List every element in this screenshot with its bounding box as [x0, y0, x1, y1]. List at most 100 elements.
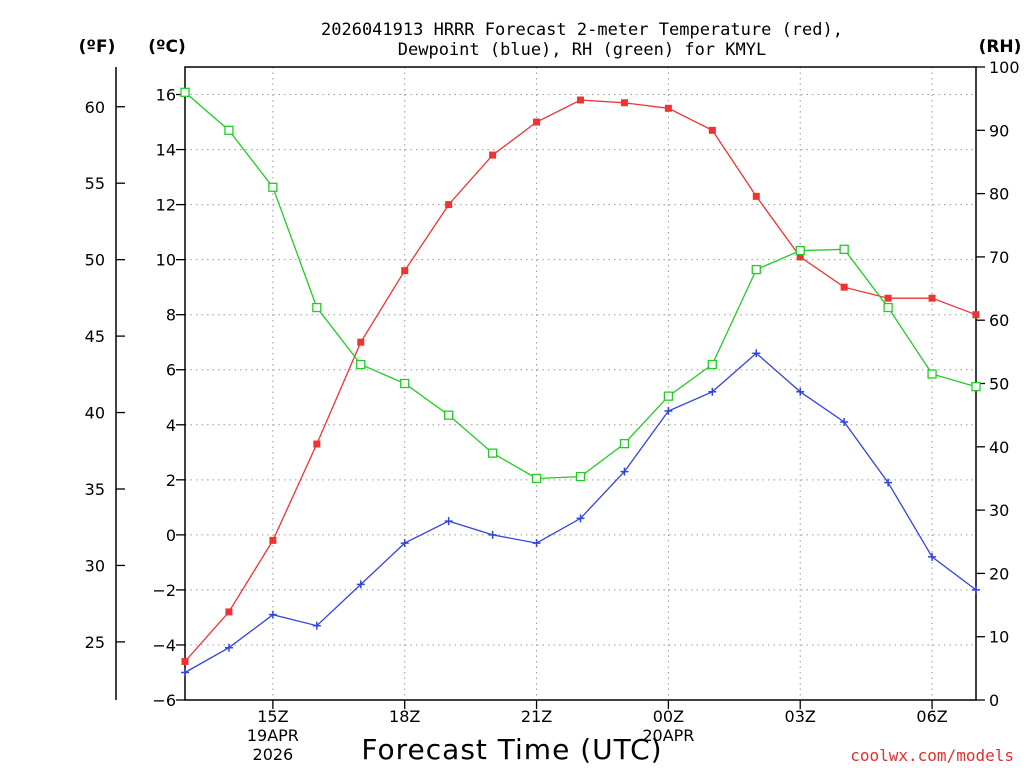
dewpoint-point — [181, 668, 189, 677]
rh-tick-label: 0 — [989, 691, 999, 710]
rh-tick-label: 70 — [989, 248, 1009, 267]
2-meter-temperature-point — [269, 536, 277, 544]
rh-point — [356, 359, 366, 370]
rh-tick-label: 50 — [989, 375, 1009, 394]
time-tick-label: 15Z — [257, 707, 288, 726]
2-meter-temperature-point — [489, 151, 497, 159]
celsius-tick-label: 12 — [156, 196, 176, 215]
dewpoint-point — [708, 387, 717, 396]
time-tick-label: 20APR — [642, 726, 694, 745]
dewpoint-point — [752, 349, 761, 358]
fahrenheit-unit-label: (ºF) — [79, 37, 116, 57]
celsius-tick-label: −4 — [152, 636, 176, 655]
celsius-tick-label: 8 — [166, 306, 176, 325]
rh-point — [531, 473, 542, 484]
data-series — [180, 87, 981, 677]
dewpoint-line — [184, 352, 977, 674]
rh-point — [839, 244, 849, 254]
fahrenheit-tick-label: 45 — [85, 327, 105, 346]
credit-text: coolwx.com/models — [850, 746, 1014, 765]
dewpoint-point — [268, 610, 277, 619]
celsius-tick-label: 0 — [166, 526, 176, 545]
rh-axis-ticks: 0 10 20 30 40 50 60 70 80 90 100 — [976, 58, 1020, 710]
rh-point — [224, 125, 234, 135]
dewpoint-point — [444, 517, 453, 526]
2-meter-temperature-point — [664, 104, 672, 112]
2-meter-temperature-point — [577, 96, 584, 104]
rh-point — [487, 448, 498, 458]
fahrenheit-tick-label: 25 — [85, 633, 105, 652]
dewpoint-point — [532, 539, 541, 548]
fahrenheit-tick-label: 35 — [85, 480, 105, 499]
2-meter-temperature-point — [928, 294, 936, 302]
rh-tick-label: 80 — [989, 185, 1009, 204]
chart-title-line-2: Dewpoint (blue), RH (green) for KMYL — [398, 40, 766, 60]
fahrenheit-axis-ticks: 25 30 35 40 45 50 55 60 — [85, 98, 125, 652]
dewpoint-point — [356, 580, 365, 589]
2-meter-temperature-point — [708, 126, 716, 134]
rh-point — [180, 87, 190, 97]
dewpoint-point — [224, 643, 233, 652]
rh-point — [444, 410, 454, 420]
2-meter-temperature-point — [445, 201, 453, 209]
dewpoint-point — [576, 514, 585, 523]
celsius-unit-label: (ºC) — [148, 37, 186, 57]
2-meter-temperature-point — [401, 267, 409, 275]
rh-line — [184, 91, 977, 480]
celsius-tick-label: −6 — [152, 691, 176, 710]
rh-point — [312, 302, 322, 313]
rh-point — [795, 245, 805, 256]
dewpoint-point — [796, 387, 805, 396]
rh-point — [575, 471, 586, 482]
2-meter-temperature-point — [796, 253, 804, 261]
2-meter-temperature-point — [972, 311, 980, 319]
rh-tick-label: 90 — [989, 121, 1009, 140]
2-meter-temperature-line — [184, 99, 977, 662]
time-tick-label: 2026 — [253, 745, 294, 764]
2-meter-temperature-point — [357, 338, 365, 346]
2-meter-temperature-point — [225, 608, 233, 616]
celsius-tick-label: 4 — [166, 416, 176, 435]
rh-tick-label: 40 — [989, 438, 1009, 457]
celsius-tick-label: 10 — [156, 251, 176, 270]
time-tick-label: 21Z — [521, 707, 552, 726]
2-meter-temperature-point — [313, 440, 321, 448]
dewpoint-point — [884, 478, 893, 487]
rh-tick-label: 10 — [989, 628, 1009, 647]
celsius-tick-label: 14 — [156, 141, 176, 160]
dewpoint-point — [312, 621, 321, 630]
celsius-tick-label: −2 — [152, 581, 176, 600]
x-axis-label: Forecast Time (UTC) — [361, 733, 662, 766]
fahrenheit-tick-label: 30 — [85, 556, 105, 575]
time-tick-label: 18Z — [389, 707, 420, 726]
fahrenheit-tick-label: 60 — [85, 98, 105, 117]
celsius-axis-ticks: −6 −4 −2 0 2 4 6 8 10 12 14 16 — [152, 86, 185, 710]
rh-point — [971, 382, 981, 392]
dewpoint-point — [488, 530, 497, 539]
celsius-tick-label: 16 — [156, 86, 176, 105]
rh-tick-label: 60 — [989, 311, 1009, 330]
rh-point — [707, 359, 717, 370]
rh-tick-label: 30 — [989, 501, 1009, 520]
2-meter-temperature-point — [533, 118, 541, 126]
rh-point — [619, 438, 630, 449]
dewpoint-point — [400, 539, 409, 548]
celsius-tick-label: 2 — [166, 471, 176, 490]
dewpoint-point — [928, 552, 937, 561]
time-tick-label: 00Z — [653, 707, 684, 726]
2-meter-temperature-point — [620, 99, 628, 107]
2-meter-temperature-point — [884, 294, 892, 302]
fahrenheit-tick-label: 50 — [85, 251, 105, 270]
rh-unit-label: (RH) — [979, 37, 1022, 57]
celsius-tick-label: 6 — [166, 361, 176, 380]
2-meter-temperature-point — [752, 192, 760, 200]
rh-point — [400, 378, 410, 389]
dewpoint-point — [972, 585, 980, 594]
dewpoint-point — [664, 407, 673, 416]
time-tick-label: 06Z — [916, 707, 947, 726]
dewpoint-point — [620, 467, 629, 476]
2-meter-temperature-point — [840, 283, 848, 291]
rh-point — [751, 264, 761, 275]
